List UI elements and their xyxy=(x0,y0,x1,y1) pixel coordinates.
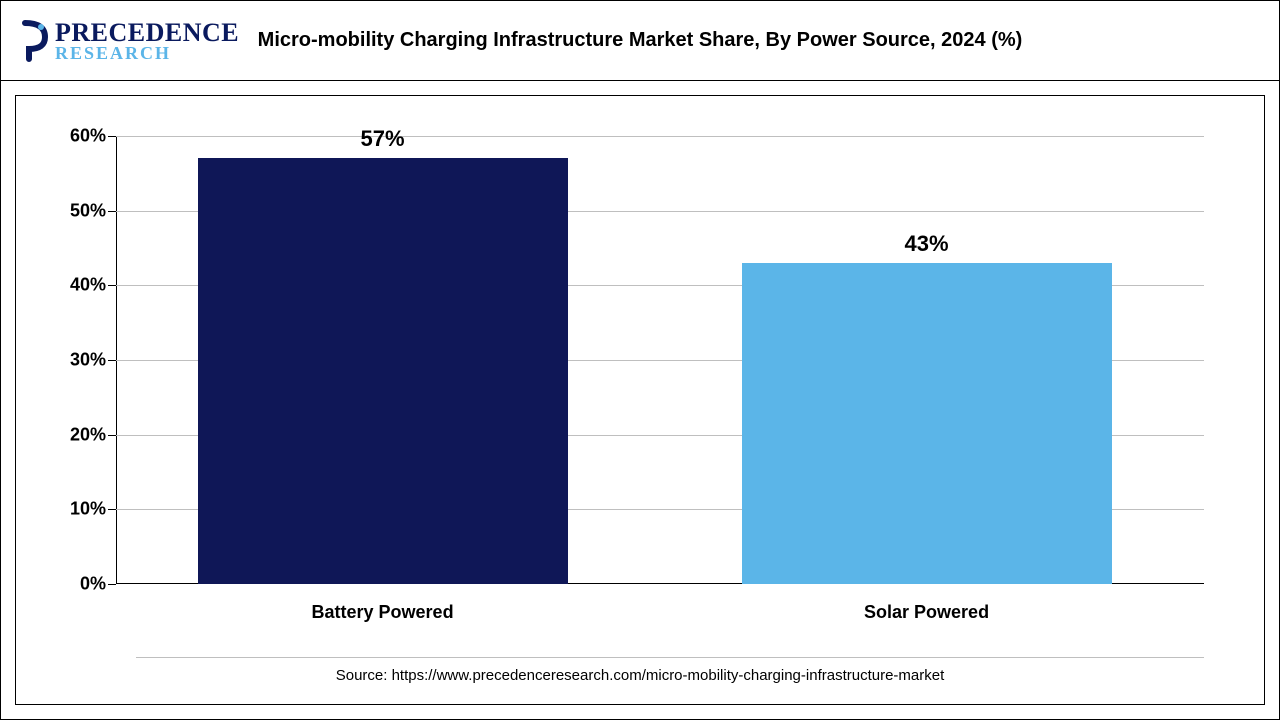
y-tick-mark xyxy=(108,136,116,137)
bar: 57% xyxy=(198,158,568,584)
y-tick-label: 10% xyxy=(70,499,106,520)
chart-frame: 0% 10% 20% 30% 40% 50% 60% 57% Battery Powered 43… xyxy=(15,95,1265,705)
source-text: Source: https://www.precedenceresearch.c… xyxy=(16,667,1264,684)
header-row: PRECEDENCE RESEARCH Micro-mobility Charg… xyxy=(1,1,1279,81)
y-tick-label: 40% xyxy=(70,275,106,296)
source-divider xyxy=(136,657,1204,658)
logo-icon xyxy=(21,19,51,63)
y-tick-mark xyxy=(108,435,116,436)
category-label: Battery Powered xyxy=(312,602,454,623)
y-tick-label: 30% xyxy=(70,350,106,371)
logo: PRECEDENCE RESEARCH xyxy=(21,19,239,63)
bar: 43% xyxy=(742,263,1112,584)
plot-area: 0%10%20%30%40%50%60%57%Battery Powered43… xyxy=(116,136,1204,584)
y-tick-label: 20% xyxy=(70,424,106,445)
bar-value-label: 57% xyxy=(198,126,568,152)
y-tick-mark xyxy=(108,360,116,361)
outer-frame: PRECEDENCE RESEARCH Micro-mobility Charg… xyxy=(0,0,1280,720)
y-tick-mark xyxy=(108,285,116,286)
category-label: Solar Powered xyxy=(864,602,989,623)
y-tick-mark xyxy=(108,509,116,510)
y-tick-label: 60% xyxy=(70,126,106,147)
y-tick-label: 50% xyxy=(70,200,106,221)
y-tick-label: 0% xyxy=(80,574,106,595)
logo-text: PRECEDENCE RESEARCH xyxy=(55,20,239,62)
y-tick-mark xyxy=(108,584,116,585)
y-tick-mark xyxy=(108,211,116,212)
bar-value-label: 43% xyxy=(742,231,1112,257)
logo-line2: RESEARCH xyxy=(55,44,239,62)
